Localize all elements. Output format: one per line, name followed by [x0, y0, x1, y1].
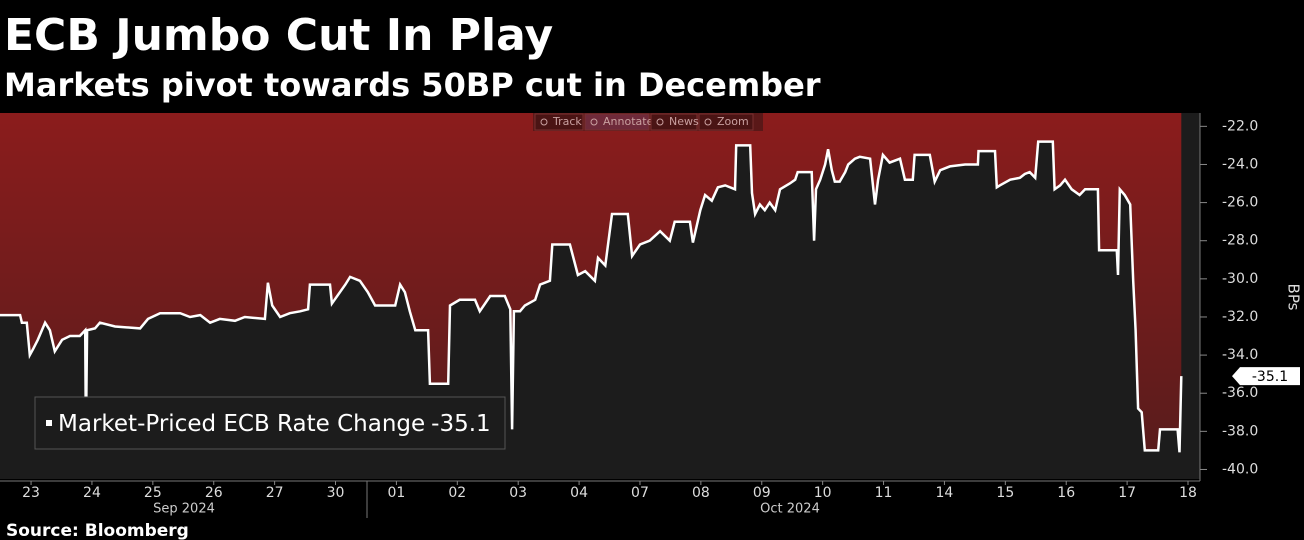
x-tick-label: 01 — [387, 485, 405, 501]
line — [0, 140, 1183, 453]
x-tick-label: 14 — [936, 485, 954, 501]
y-tick-label: -28.0 — [1222, 233, 1258, 249]
toolbar-button[interactable]: News — [650, 113, 699, 131]
x-tick-label: 16 — [1057, 485, 1075, 501]
x-tick-label: 15 — [996, 485, 1014, 501]
y-tick-label: -30.0 — [1222, 271, 1258, 287]
x-tick-label: 07 — [631, 485, 649, 501]
month-label: Oct 2024 — [760, 502, 820, 517]
toolbar-button-label[interactable]: Zoom — [717, 115, 749, 128]
toolbar-button-label[interactable]: News — [669, 115, 699, 128]
x-tick-label: 18 — [1179, 485, 1197, 501]
x-tick-label: 26 — [205, 485, 223, 501]
toolbar-button[interactable]: Annotate — [584, 113, 654, 131]
toolbar-button-bg[interactable] — [650, 113, 698, 131]
toolbar-button[interactable]: Track — [534, 113, 584, 131]
plot — [0, 113, 1183, 453]
legend-swatch — [46, 420, 52, 426]
last-value-tag: -35.1 — [1252, 369, 1288, 385]
x-tick-label: 03 — [509, 485, 527, 501]
x-tick-label: 02 — [448, 485, 466, 501]
y-tick-label: -26.0 — [1222, 195, 1258, 211]
toolbar-button-bg[interactable] — [584, 113, 650, 131]
x-tick-label: 11 — [875, 485, 893, 501]
x-tick-label: 10 — [814, 485, 832, 501]
x-tick-label: 23 — [22, 485, 40, 501]
toolbar-icon[interactable] — [590, 118, 598, 126]
y-tick-label: -40.0 — [1222, 461, 1258, 477]
x-tick-label: 17 — [1118, 485, 1136, 501]
month-label: Sep 2024 — [153, 502, 215, 517]
toolbar-button-label[interactable]: Track — [552, 115, 582, 128]
legend-series-name: Market-Priced ECB Rate Change — [58, 411, 425, 437]
y-tick-label: -38.0 — [1222, 423, 1258, 439]
area — [0, 113, 1182, 453]
toolbar-button-bg[interactable] — [534, 113, 584, 131]
last-value-tag-box — [1232, 367, 1300, 386]
toolbar-icon[interactable] — [656, 118, 664, 126]
x-tick-label: 04 — [570, 485, 588, 501]
x-tick-label: 08 — [692, 485, 710, 501]
toolbar: Track Annotate News Zoom — [533, 113, 763, 131]
toolbar-icon[interactable] — [704, 118, 712, 126]
chart-title: ECB Jumbo Cut In Play — [4, 10, 553, 61]
source-note: Source: Bloomberg — [6, 521, 189, 540]
y-tick-label: -36.0 — [1222, 385, 1258, 401]
toolbar-button-bg[interactable] — [698, 113, 754, 131]
legend: Market-Priced ECB Rate Change -35.1 — [34, 396, 506, 450]
toolbar-icon[interactable] — [540, 118, 548, 126]
y-axis-title: BPs — [1285, 284, 1303, 311]
x-tick-label: 09 — [753, 485, 771, 501]
toolbar-button-label[interactable]: Annotate — [603, 115, 654, 128]
legend-label: Market-Priced ECB Rate Change -35.1 — [58, 411, 491, 437]
y-tick-label: -32.0 — [1222, 309, 1258, 325]
legend-last-value: -35.1 — [431, 411, 491, 437]
x-tick-label: 25 — [144, 485, 162, 501]
x-tick-label: 27 — [266, 485, 284, 501]
x-tick-label: 30 — [327, 485, 345, 501]
chart-subtitle: Markets pivot towards 50BP cut in Decemb… — [4, 66, 821, 104]
y-tick-label: -22.0 — [1222, 118, 1258, 134]
toolbar-button[interactable]: Zoom — [698, 113, 754, 131]
x-tick-label: 24 — [83, 485, 101, 501]
y-tick-label: -34.0 — [1222, 347, 1258, 363]
y-tick-label: -24.0 — [1222, 156, 1258, 172]
legend-box — [34, 396, 506, 450]
